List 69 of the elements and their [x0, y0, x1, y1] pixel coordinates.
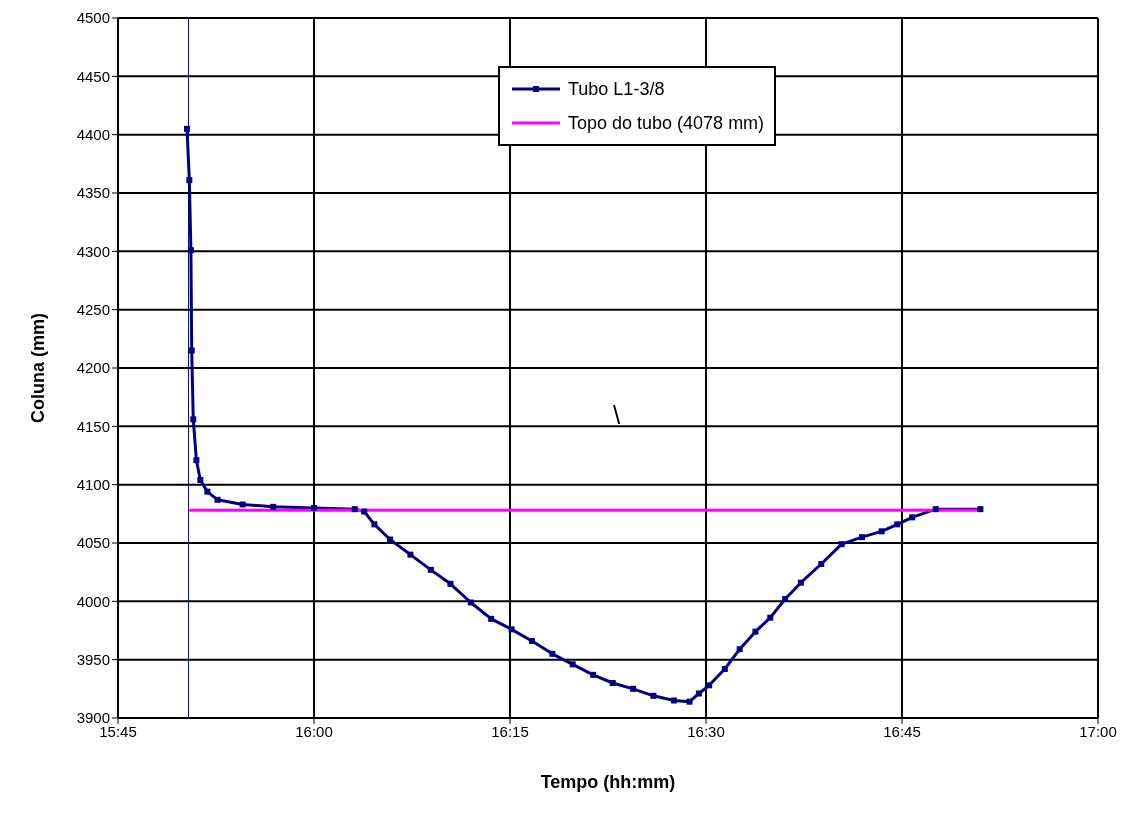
point: [782, 596, 789, 602]
point: [311, 505, 317, 511]
y-tick-label: 4100: [76, 475, 110, 493]
y-axis-title: Coluna (mm): [28, 313, 49, 423]
point: [818, 561, 825, 567]
x-axis-title: Tempo (hh:mm): [540, 772, 676, 792]
point: [447, 580, 454, 587]
point: [188, 347, 195, 354]
point: [878, 528, 885, 535]
y-tick-label: 4200: [76, 359, 110, 377]
point: [838, 541, 845, 548]
point: [549, 650, 556, 657]
point: [721, 666, 728, 672]
y-tick-label: 4350: [76, 184, 110, 202]
point: [695, 690, 702, 697]
point: [670, 697, 677, 704]
point: [186, 177, 193, 184]
y-tick-label: 3950: [76, 650, 110, 668]
point: [686, 698, 693, 705]
y-tick-label: 4400: [76, 125, 110, 143]
point: [193, 457, 200, 464]
point: [427, 566, 434, 573]
point: [190, 416, 197, 423]
y-tick-label: 4450: [76, 67, 110, 85]
point: [387, 536, 394, 543]
x-tick-label: 16:00: [295, 722, 333, 740]
x-tick-label: 16:30: [687, 722, 725, 740]
x-tick-label: 16:15: [491, 722, 529, 740]
point: [361, 508, 368, 515]
annotation: \: [613, 400, 621, 431]
point: [270, 503, 277, 510]
point: [407, 551, 414, 558]
point: [706, 682, 713, 689]
point: [932, 506, 939, 513]
point: [204, 488, 211, 495]
y-tick-label: 4500: [76, 9, 110, 27]
point: [630, 685, 637, 692]
point: [977, 506, 984, 513]
point: [508, 626, 515, 633]
point: [650, 692, 657, 699]
x-tick-label: 16:45: [883, 722, 921, 740]
point: [214, 496, 221, 503]
point: [197, 477, 204, 483]
x-tick-label: 17:00: [1079, 722, 1117, 740]
point: [859, 534, 866, 541]
y-tick-label: 4250: [76, 300, 110, 318]
point: [767, 614, 774, 621]
point: [488, 615, 495, 622]
point: [351, 506, 358, 513]
y-tick-label: 4050: [76, 534, 110, 552]
point: [239, 501, 246, 508]
y-tick-label: 4300: [76, 242, 110, 260]
point: [894, 521, 901, 528]
point: [736, 646, 743, 653]
point: [797, 579, 804, 586]
point: [528, 638, 535, 644]
point: [183, 125, 190, 132]
point: [609, 680, 616, 686]
point: [467, 599, 474, 606]
point: [187, 247, 194, 254]
point: [590, 671, 597, 678]
point: [371, 521, 378, 528]
legend-label: Tubo L1-3/8: [568, 78, 665, 100]
legend-label: Topo do tubo (4078 mm): [568, 112, 765, 134]
point: [569, 661, 576, 668]
point: [752, 628, 759, 635]
y-tick-label: 4000: [76, 592, 110, 610]
y-tick-label: 4150: [76, 417, 110, 435]
point: [909, 514, 916, 521]
